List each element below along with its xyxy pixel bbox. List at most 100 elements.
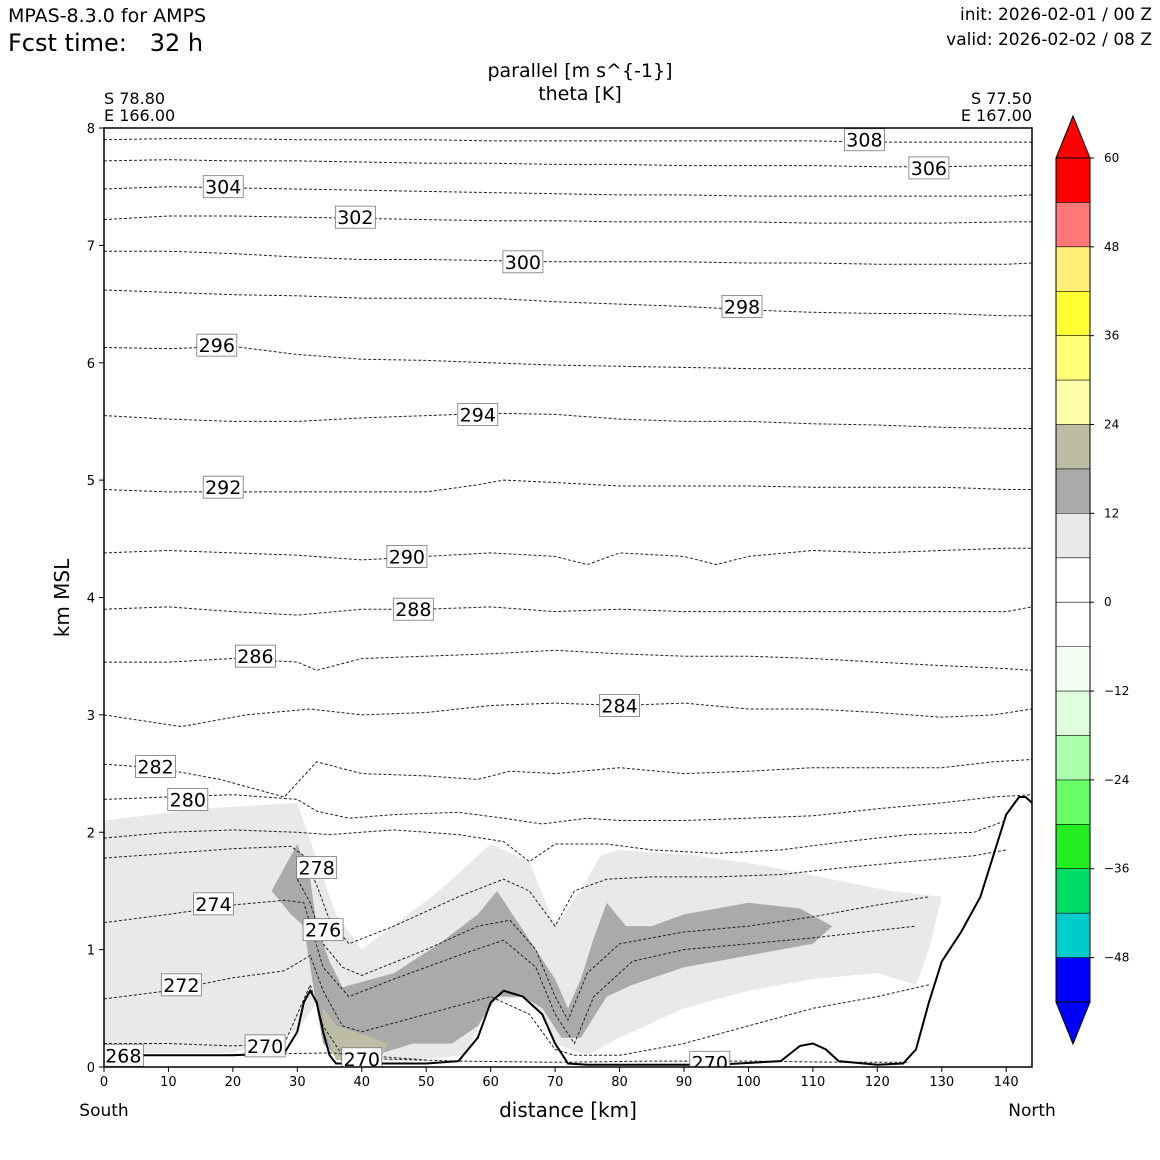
theta-contour-23 — [104, 138, 1032, 143]
x-tick-label: 90 — [676, 1075, 693, 1090]
colorbar-segment — [1056, 691, 1090, 736]
valid-time: valid: 2026-02-02 / 08 Z — [946, 30, 1152, 50]
y-tick-label: 6 — [87, 357, 95, 372]
contour-label: 284 — [601, 695, 637, 717]
contour-label-box — [302, 918, 344, 942]
colorbar-segment — [1056, 913, 1090, 958]
contour-label: 298 — [724, 296, 760, 318]
colorbar-under-arrow — [1055, 1001, 1091, 1046]
colorbar-segment — [1056, 380, 1090, 425]
theta-contour-4 — [104, 954, 930, 1056]
x-tick-label: 40 — [354, 1075, 371, 1090]
end-latitude: S 77.50 — [970, 89, 1032, 108]
colorbar-tick-label: −12 — [1104, 684, 1129, 698]
x-tick-label: 140 — [994, 1075, 1019, 1090]
theta-contour-18 — [104, 289, 1032, 317]
contour-label-box — [392, 597, 434, 621]
theta-contour-15 — [104, 479, 1032, 493]
colorbar-frame — [1055, 157, 1091, 1003]
contour-label: 296 — [199, 335, 235, 357]
colorbar-segment — [1056, 246, 1090, 292]
contour-label: 282 — [137, 757, 173, 779]
contour-label-box — [689, 1050, 731, 1067]
theta-contour-7 — [104, 845, 1007, 945]
start-direction: South — [79, 1101, 129, 1121]
contour-label: 292 — [205, 477, 241, 499]
contour-label-box — [135, 755, 176, 778]
x-tick-label: 30 — [289, 1075, 306, 1090]
colorbar-segment — [1056, 468, 1090, 514]
contour-label: 302 — [337, 207, 373, 229]
colorbar-tick-label: −24 — [1104, 773, 1129, 787]
y-tick-label: 8 — [87, 122, 95, 137]
contour-label-box — [721, 295, 763, 318]
forecast-time: Fcst time: 32 h — [8, 29, 204, 57]
plot-area: 268 270 270 270 272 274 276 278 280 282 284 286 288 2… — [104, 128, 1032, 1074]
contour-label: 276 — [305, 920, 341, 942]
colorbar-segment — [1056, 557, 1090, 603]
contour-label: 280 — [170, 789, 206, 811]
contour-label-box — [196, 333, 238, 357]
contour-label-box — [386, 545, 428, 568]
contour-label-box — [457, 402, 499, 426]
colorbar-tick-label: 24 — [1104, 418, 1119, 432]
y-tick-label: 7 — [87, 239, 95, 254]
contour-label: 270 — [247, 1036, 283, 1058]
colorbar-tick-label: 48 — [1104, 240, 1119, 254]
colorbar-segment — [1056, 868, 1090, 914]
theta-contour-21 — [104, 186, 1032, 197]
colorbar-tick-label: 36 — [1104, 329, 1119, 343]
colorbar-segment — [1056, 424, 1090, 469]
contour-label-box — [202, 475, 244, 499]
init-time: init: 2026-02-01 / 00 Z — [959, 5, 1152, 25]
colorbar-segment — [1056, 779, 1090, 825]
contour-label: 300 — [505, 252, 541, 274]
start-latitude: S 78.80 — [104, 89, 166, 108]
end-longitude: E 167.00 — [960, 106, 1032, 125]
theta-contour-14 — [104, 547, 1032, 566]
wind-fill-2 — [271, 844, 833, 1062]
contour-label: 270 — [692, 1052, 728, 1074]
model-name: MPAS-8.3.0 for AMPS — [8, 5, 207, 27]
colorbar-over-arrow — [1055, 114, 1091, 159]
colorbar-segment — [1056, 291, 1090, 336]
chart-title: parallel [m s^{-1}] — [487, 60, 673, 82]
colorbar-segment — [1056, 646, 1090, 692]
theta-contour-10 — [104, 759, 1032, 798]
theta-contour-13 — [104, 606, 1032, 616]
colorbar-tick-label: 60 — [1104, 151, 1119, 165]
contour-label: 286 — [237, 646, 273, 668]
contour-label-box — [296, 856, 338, 879]
x-axis-label: distance [km] — [499, 1098, 637, 1122]
end-direction: North — [1008, 1101, 1056, 1121]
theta-contour-19 — [104, 250, 1032, 265]
contour-label: 308 — [846, 130, 882, 152]
theta-contour-11 — [104, 702, 1032, 728]
contour-label-box — [235, 644, 276, 668]
x-tick-label: 130 — [929, 1075, 954, 1090]
contour-label: 294 — [460, 404, 496, 426]
x-tick-label: 120 — [865, 1075, 890, 1090]
start-longitude: E 166.00 — [104, 106, 176, 125]
x-tick-label: 0 — [100, 1075, 108, 1090]
contour-label-box — [202, 175, 244, 199]
colorbar-tick-label: 0 — [1104, 595, 1112, 609]
colorbar-segment — [1056, 735, 1090, 780]
contour-label: 278 — [299, 857, 335, 879]
contour-label: 288 — [395, 599, 431, 621]
wind-fill-0 — [104, 128, 1032, 287]
contour-label-box — [160, 973, 202, 997]
x-tick-label: 20 — [225, 1075, 242, 1090]
contour-label: 270 — [344, 1049, 380, 1071]
contour-label: 306 — [911, 158, 947, 180]
colorbar-segment — [1056, 335, 1090, 381]
x-tick-label: 110 — [800, 1075, 825, 1090]
y-tick-label: 4 — [87, 592, 95, 607]
colorbar-segment — [1056, 158, 1090, 203]
colorbar-segment — [1056, 957, 1090, 1002]
theta-contour-16 — [104, 412, 1032, 429]
x-tick-label: 10 — [160, 1075, 177, 1090]
contour-label-box — [167, 787, 209, 811]
contour-label-box — [341, 1047, 383, 1067]
